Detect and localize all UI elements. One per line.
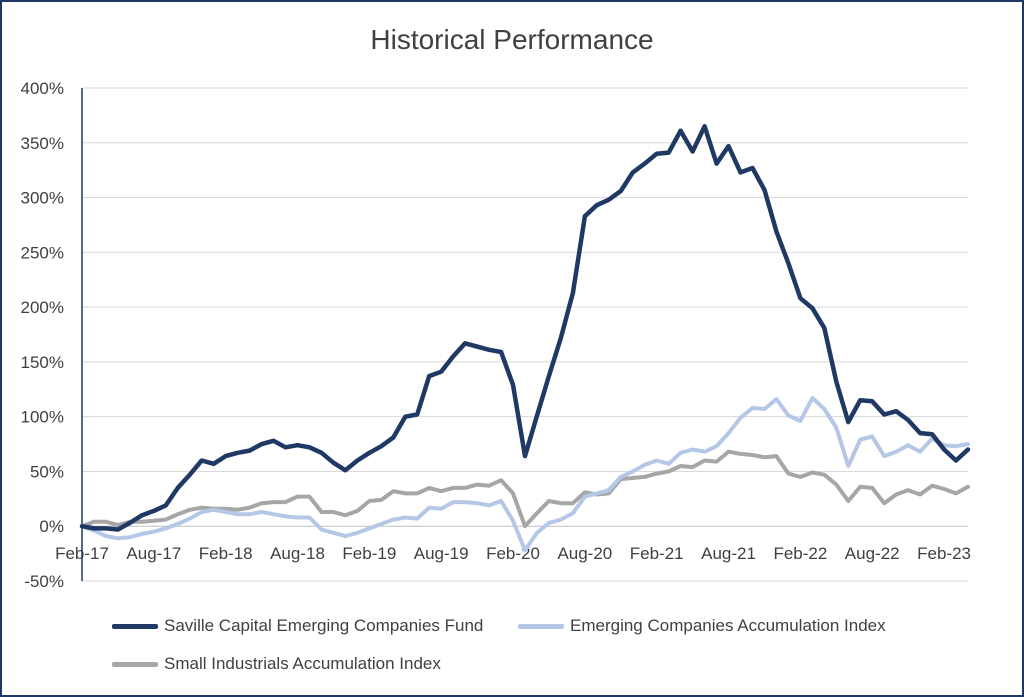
y-axis-tick-labels: -50% 0% 50% 100% 150% 200% 250% 300% 350% 400% [21,79,64,591]
y-tick-label: 0% [39,517,64,536]
series-line-0 [79,124,971,532]
y-tick-label: 50% [30,462,64,481]
x-axis-tick-labels: Feb-17 Aug-17 Feb-18 Aug-18 Feb-19 Aug-19 Feb-… [55,544,971,563]
x-tick-label: Aug-18 [270,544,325,563]
x-tick-label: Feb-22 [773,544,827,563]
y-tick-label: 150% [21,353,64,372]
series-line-1 [80,396,970,553]
x-tick-label: Feb-18 [199,544,253,563]
series-lines [79,124,971,553]
x-tick-label: Aug-22 [845,544,900,563]
y-tick-label: -50% [24,572,64,591]
y-tick-label: 350% [21,134,64,153]
x-tick-label: Aug-17 [126,544,181,563]
x-tick-label: Feb-23 [917,544,971,563]
x-tick-label: Feb-21 [630,544,684,563]
y-tick-label: 300% [21,189,64,208]
y-tick-label: 250% [21,243,64,262]
series-line-2 [80,449,970,529]
chart-title: Historical Performance [370,24,654,55]
y-tick-label: 200% [21,298,64,317]
x-tick-label: Aug-20 [557,544,612,563]
x-tick-label: Feb-20 [486,544,540,563]
x-tick-label: Feb-19 [342,544,396,563]
y-tick-label: 400% [21,79,64,98]
x-tick-label: Aug-21 [701,544,756,563]
gridlines [82,87,968,582]
y-tick-label: 100% [21,408,64,427]
x-tick-label: Aug-19 [414,544,469,563]
